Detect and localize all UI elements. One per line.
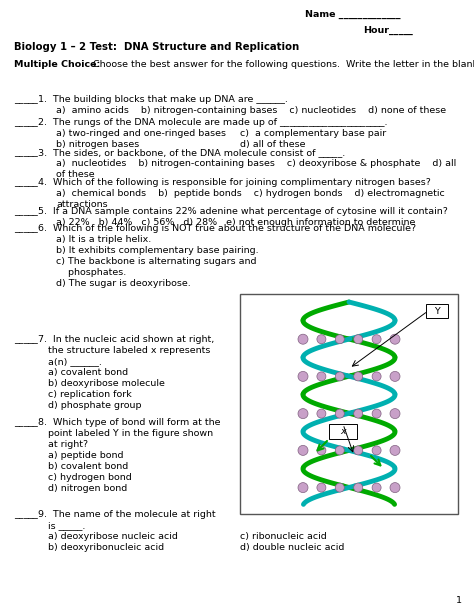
Text: 5.  If a DNA sample contains 22% adenine what percentage of cytosine will it con: 5. If a DNA sample contains 22% adenine …: [38, 207, 448, 216]
Circle shape: [317, 409, 326, 418]
Circle shape: [354, 335, 363, 344]
Text: 8.  Which type of bond will form at the: 8. Which type of bond will form at the: [38, 418, 220, 427]
Circle shape: [335, 335, 344, 344]
Circle shape: [298, 409, 308, 419]
Text: c) hydrogen bond: c) hydrogen bond: [48, 473, 132, 482]
Text: 1: 1: [456, 596, 462, 605]
Text: a)  nucleotides    b) nitrogen-containing bases    c) deoxyribose & phosphate   : a) nucleotides b) nitrogen-containing ba…: [56, 159, 456, 168]
Text: c) replication fork: c) replication fork: [48, 390, 132, 399]
Text: a) covalent bond: a) covalent bond: [48, 368, 128, 377]
Text: Hour_____: Hour_____: [363, 26, 413, 35]
Circle shape: [298, 334, 308, 345]
Circle shape: [335, 446, 344, 455]
Text: c) The backbone is alternating sugars and: c) The backbone is alternating sugars an…: [56, 257, 256, 266]
Circle shape: [317, 446, 326, 455]
Circle shape: [372, 335, 381, 344]
Circle shape: [335, 409, 344, 418]
Circle shape: [390, 409, 400, 419]
Circle shape: [372, 372, 381, 381]
Text: 4.  Which of the following is responsible for joining complimentary nitrogen bas: 4. Which of the following is responsible…: [38, 178, 431, 187]
Text: Y: Y: [434, 306, 440, 316]
Text: 2.  The rungs of the DNA molecule are made up of ______________________.: 2. The rungs of the DNA molecule are mad…: [38, 118, 388, 127]
Circle shape: [317, 335, 326, 344]
Text: a) two-ringed and one-ringed bases: a) two-ringed and one-ringed bases: [56, 129, 226, 138]
Circle shape: [390, 334, 400, 345]
Text: b) deoxyribonucleic acid: b) deoxyribonucleic acid: [48, 543, 164, 552]
Text: _____: _____: [14, 148, 38, 157]
Text: the structure labeled x represents: the structure labeled x represents: [48, 346, 210, 355]
Text: _____: _____: [14, 207, 38, 216]
Text: a)  amino acids    b) nitrogen-containing bases    c) nucleotides    d) none of : a) amino acids b) nitrogen-containing ba…: [56, 106, 446, 115]
Text: d) double nucleic acid: d) double nucleic acid: [240, 543, 345, 552]
Text: point labeled Y in the figure shown: point labeled Y in the figure shown: [48, 429, 213, 438]
Text: 7.  In the nucleic acid shown at right,: 7. In the nucleic acid shown at right,: [38, 335, 214, 344]
Text: a) deoxyribose nucleic acid: a) deoxyribose nucleic acid: [48, 532, 178, 541]
Text: 9.  The name of the molecule at right: 9. The name of the molecule at right: [38, 510, 216, 519]
Circle shape: [317, 372, 326, 381]
Text: b) deoxyribose molecule: b) deoxyribose molecule: [48, 379, 165, 388]
Text: d) nitrogen bond: d) nitrogen bond: [48, 484, 127, 493]
Circle shape: [354, 446, 363, 455]
Text: d) phosphate group: d) phosphate group: [48, 401, 142, 410]
Text: a) It is a triple helix.: a) It is a triple helix.: [56, 235, 151, 244]
Text: x: x: [340, 427, 346, 436]
Text: _____: _____: [14, 418, 38, 427]
Text: is _____.: is _____.: [48, 521, 85, 530]
Circle shape: [298, 482, 308, 493]
Circle shape: [317, 483, 326, 492]
Text: _____: _____: [14, 224, 38, 233]
Text: Biology 1 – 2 Test:  DNA Structure and Replication: Biology 1 – 2 Test: DNA Structure and Re…: [14, 42, 299, 52]
Text: Choose the best answer for the following questions.  Write the letter in the bla: Choose the best answer for the following…: [93, 60, 474, 69]
Text: _____: _____: [14, 335, 38, 344]
Bar: [240, 294, 458, 514]
Text: _____: _____: [14, 510, 38, 519]
Text: d) The sugar is deoxyribose.: d) The sugar is deoxyribose.: [56, 279, 191, 288]
Text: at right?: at right?: [48, 440, 88, 449]
Circle shape: [298, 371, 308, 381]
Text: _____: _____: [14, 118, 38, 127]
Circle shape: [354, 483, 363, 492]
Circle shape: [354, 372, 363, 381]
Circle shape: [298, 446, 308, 455]
Text: phosphates.: phosphates.: [56, 268, 126, 277]
Text: a) 22%   b) 44%   c) 56%   d) 28%   e) not enough information to determine: a) 22% b) 44% c) 56% d) 28% e) not enoug…: [56, 218, 415, 227]
Circle shape: [372, 446, 381, 455]
Text: b) It exhibits complementary base pairing.: b) It exhibits complementary base pairin…: [56, 246, 259, 255]
Text: Name _____________: Name _____________: [305, 10, 401, 19]
Circle shape: [335, 483, 344, 492]
Text: c) ribonucleic acid: c) ribonucleic acid: [240, 532, 327, 541]
Text: a)  chemical bonds    b)  peptide bonds    c) hydrogen bonds    d) electromagnet: a) chemical bonds b) peptide bonds c) hy…: [56, 189, 445, 198]
Text: attractions: attractions: [56, 200, 108, 209]
Text: _____: _____: [14, 95, 38, 104]
Text: b) covalent bond: b) covalent bond: [48, 462, 128, 471]
Bar: [329, 424, 357, 439]
Bar: [426, 304, 448, 318]
Text: a(n) ______.: a(n) ______.: [48, 357, 102, 366]
Text: a) peptide bond: a) peptide bond: [48, 451, 124, 460]
Text: b) nitrogen bases: b) nitrogen bases: [56, 140, 139, 149]
Circle shape: [390, 482, 400, 493]
Circle shape: [372, 409, 381, 418]
Text: Multiple Choice:: Multiple Choice:: [14, 60, 100, 69]
Text: of these: of these: [56, 170, 95, 179]
Text: d) all of these: d) all of these: [240, 140, 306, 149]
Circle shape: [390, 371, 400, 381]
Text: 3.  The sides, or backbone, of the DNA molecule consist of _____.: 3. The sides, or backbone, of the DNA mo…: [38, 148, 345, 157]
Circle shape: [354, 409, 363, 418]
Circle shape: [372, 483, 381, 492]
Circle shape: [390, 446, 400, 455]
Circle shape: [335, 372, 344, 381]
Text: 1.  The building blocks that make up DNA are ______.: 1. The building blocks that make up DNA …: [38, 95, 288, 104]
Text: _____: _____: [14, 178, 38, 187]
Text: 6.  Which of the following is NOT true about the structure of the DNA molecule?: 6. Which of the following is NOT true ab…: [38, 224, 416, 233]
Text: c)  a complementary base pair: c) a complementary base pair: [240, 129, 386, 138]
